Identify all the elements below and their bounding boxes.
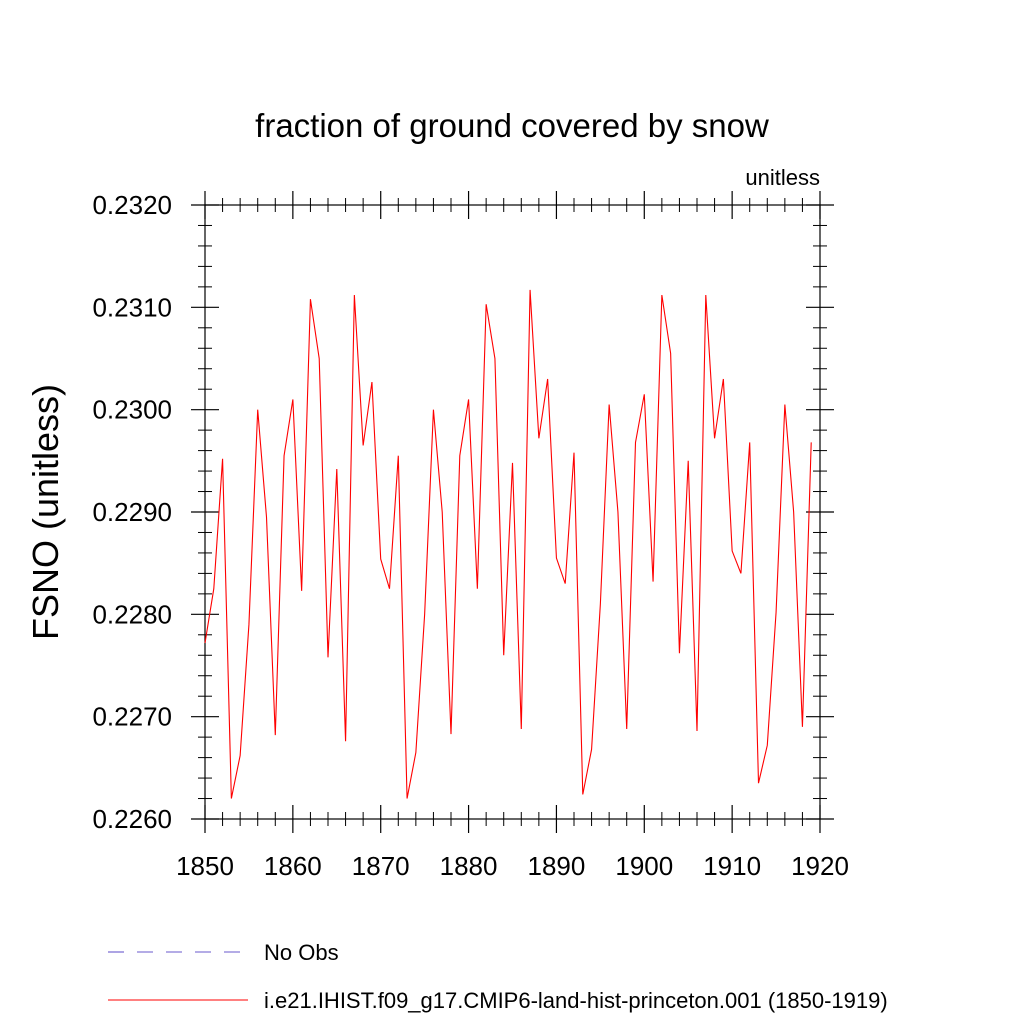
- plot-frame: [204, 204, 821, 820]
- legend-label: No Obs: [264, 940, 339, 965]
- y-axis-label: FSNO (unitless): [25, 384, 66, 640]
- x-tick-label: 1900: [615, 851, 673, 881]
- axis-ticks: [191, 191, 834, 833]
- y-tick-label: 0.2300: [92, 395, 172, 425]
- x-tick-label: 1850: [176, 851, 234, 881]
- legend-label: i.e21.IHIST.f09_g17.CMIP6-land-hist-prin…: [264, 988, 888, 1013]
- series-line: [204, 289, 812, 799]
- series-lines: [204, 289, 812, 799]
- x-tick-label: 1920: [791, 851, 849, 881]
- tick-labels: 1850 1860 1870 1880 1890 1900 1910 1920 0.2260 0.…: [92, 190, 848, 881]
- y-tick-label: 0.2310: [92, 292, 172, 322]
- x-tick-label: 1910: [703, 851, 761, 881]
- x-tick-label: 1890: [528, 851, 586, 881]
- units-label: unitless: [745, 165, 820, 190]
- plot-border: [204, 204, 821, 820]
- y-tick-label: 0.2280: [92, 599, 172, 629]
- x-tick-label: 1860: [264, 851, 322, 881]
- legend: No Obs i.e21.IHIST.f09_g17.CMIP6-land-his…: [108, 940, 888, 1013]
- y-tick-label: 0.2290: [92, 497, 172, 527]
- y-tick-label: 0.2260: [92, 804, 172, 834]
- x-tick-label: 1880: [440, 851, 498, 881]
- y-tick-label: 0.2270: [92, 702, 172, 732]
- chart-title: fraction of ground covered by snow: [255, 107, 769, 144]
- x-tick-label: 1870: [352, 851, 410, 881]
- y-tick-label: 0.2320: [92, 190, 172, 220]
